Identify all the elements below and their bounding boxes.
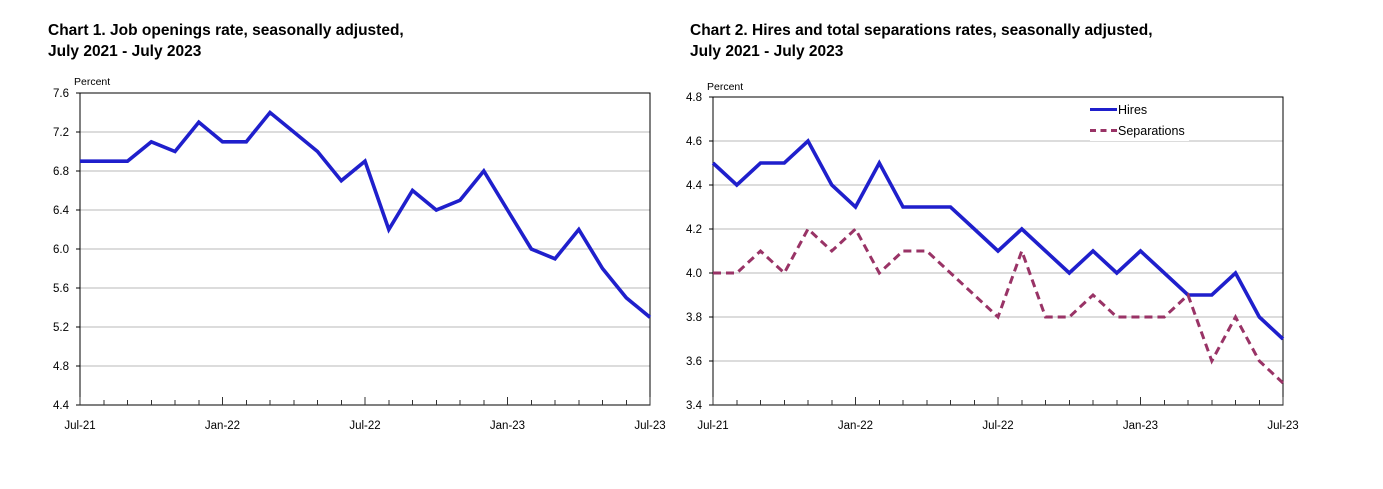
chart1-y-tick-label: 4.8 [53, 361, 69, 373]
chart1-y-tick-label: 6.4 [53, 205, 70, 217]
chart1-job-openings-rate-line [80, 109, 652, 319]
chart2-x-tick-label: Jan-22 [838, 420, 873, 432]
chart2-y-tick-label: 4.6 [686, 136, 702, 148]
chart2-x-tick-label: Jul-22 [982, 420, 1013, 432]
chart2-x-tick-label: Jan-23 [1123, 420, 1158, 432]
chart1-y-tick-label: 6.8 [53, 166, 69, 178]
chart1-y-tick-label: 5.2 [53, 322, 69, 334]
legend-item-separations: Separations [1090, 120, 1189, 141]
chart2-x-tick-label: Jul-21 [697, 420, 728, 432]
chart1-x-tick-label: Jan-22 [205, 420, 240, 432]
chart1-x-tick-label: Jul-22 [349, 420, 380, 432]
chart2-y-tick-label: 3.4 [686, 400, 703, 412]
chart1-title-line1: Chart 1. Job openings rate, seasonally a… [48, 22, 404, 39]
chart1-y-tick-label: 5.6 [53, 283, 69, 295]
chart1-y-tick-label: 4.4 [53, 400, 70, 412]
chart1-x-tick-label: Jul-23 [634, 420, 665, 432]
hires-line-swatch [1090, 108, 1117, 111]
chart2-y-tick-label: 3.8 [686, 312, 702, 324]
chart2-hires-line [711, 138, 1285, 341]
chart2-y-tick-label: 4.8 [686, 92, 702, 104]
legend-label-hires: Hires [1118, 102, 1148, 117]
chart2-title-line2: July 2021 - July 2023 [690, 43, 844, 60]
chart2-y-tick-label: 3.6 [686, 356, 702, 368]
chart2-y-tick-label: 4.2 [686, 224, 702, 236]
chart1-x-tick-label: Jul-21 [64, 420, 95, 432]
separations-line-swatch [1090, 129, 1117, 132]
chart1-y-tick-label: 7.6 [53, 88, 69, 100]
chart2-y-tick-label: 4.0 [686, 268, 702, 280]
chart2-y-tick-label: 4.4 [686, 180, 703, 192]
legend-item-hires: Hires [1090, 99, 1189, 120]
chart1-title: Chart 1. Job openings rate, seasonally a… [48, 20, 404, 62]
chart1-title-line2: July 2021 - July 2023 [48, 43, 202, 60]
chart2-title-line1: Chart 2. Hires and total separations rat… [690, 22, 1153, 39]
legend-label-separations: Separations [1118, 123, 1185, 138]
chart2-title: Chart 2. Hires and total separations rat… [690, 20, 1153, 62]
chart2-separations-line [713, 226, 1285, 385]
chart1-y-tick-label: 7.2 [53, 127, 69, 139]
chart2-unit-label: Percent [707, 81, 744, 93]
chart1-unit-label: Percent [74, 76, 111, 88]
chart1-x-tick-label: Jan-23 [490, 420, 525, 432]
chart1-y-tick-label: 6.0 [53, 244, 69, 256]
chart2-legend: Hires Separations [1090, 99, 1189, 141]
chart2-x-tick-label: Jul-23 [1267, 420, 1298, 432]
